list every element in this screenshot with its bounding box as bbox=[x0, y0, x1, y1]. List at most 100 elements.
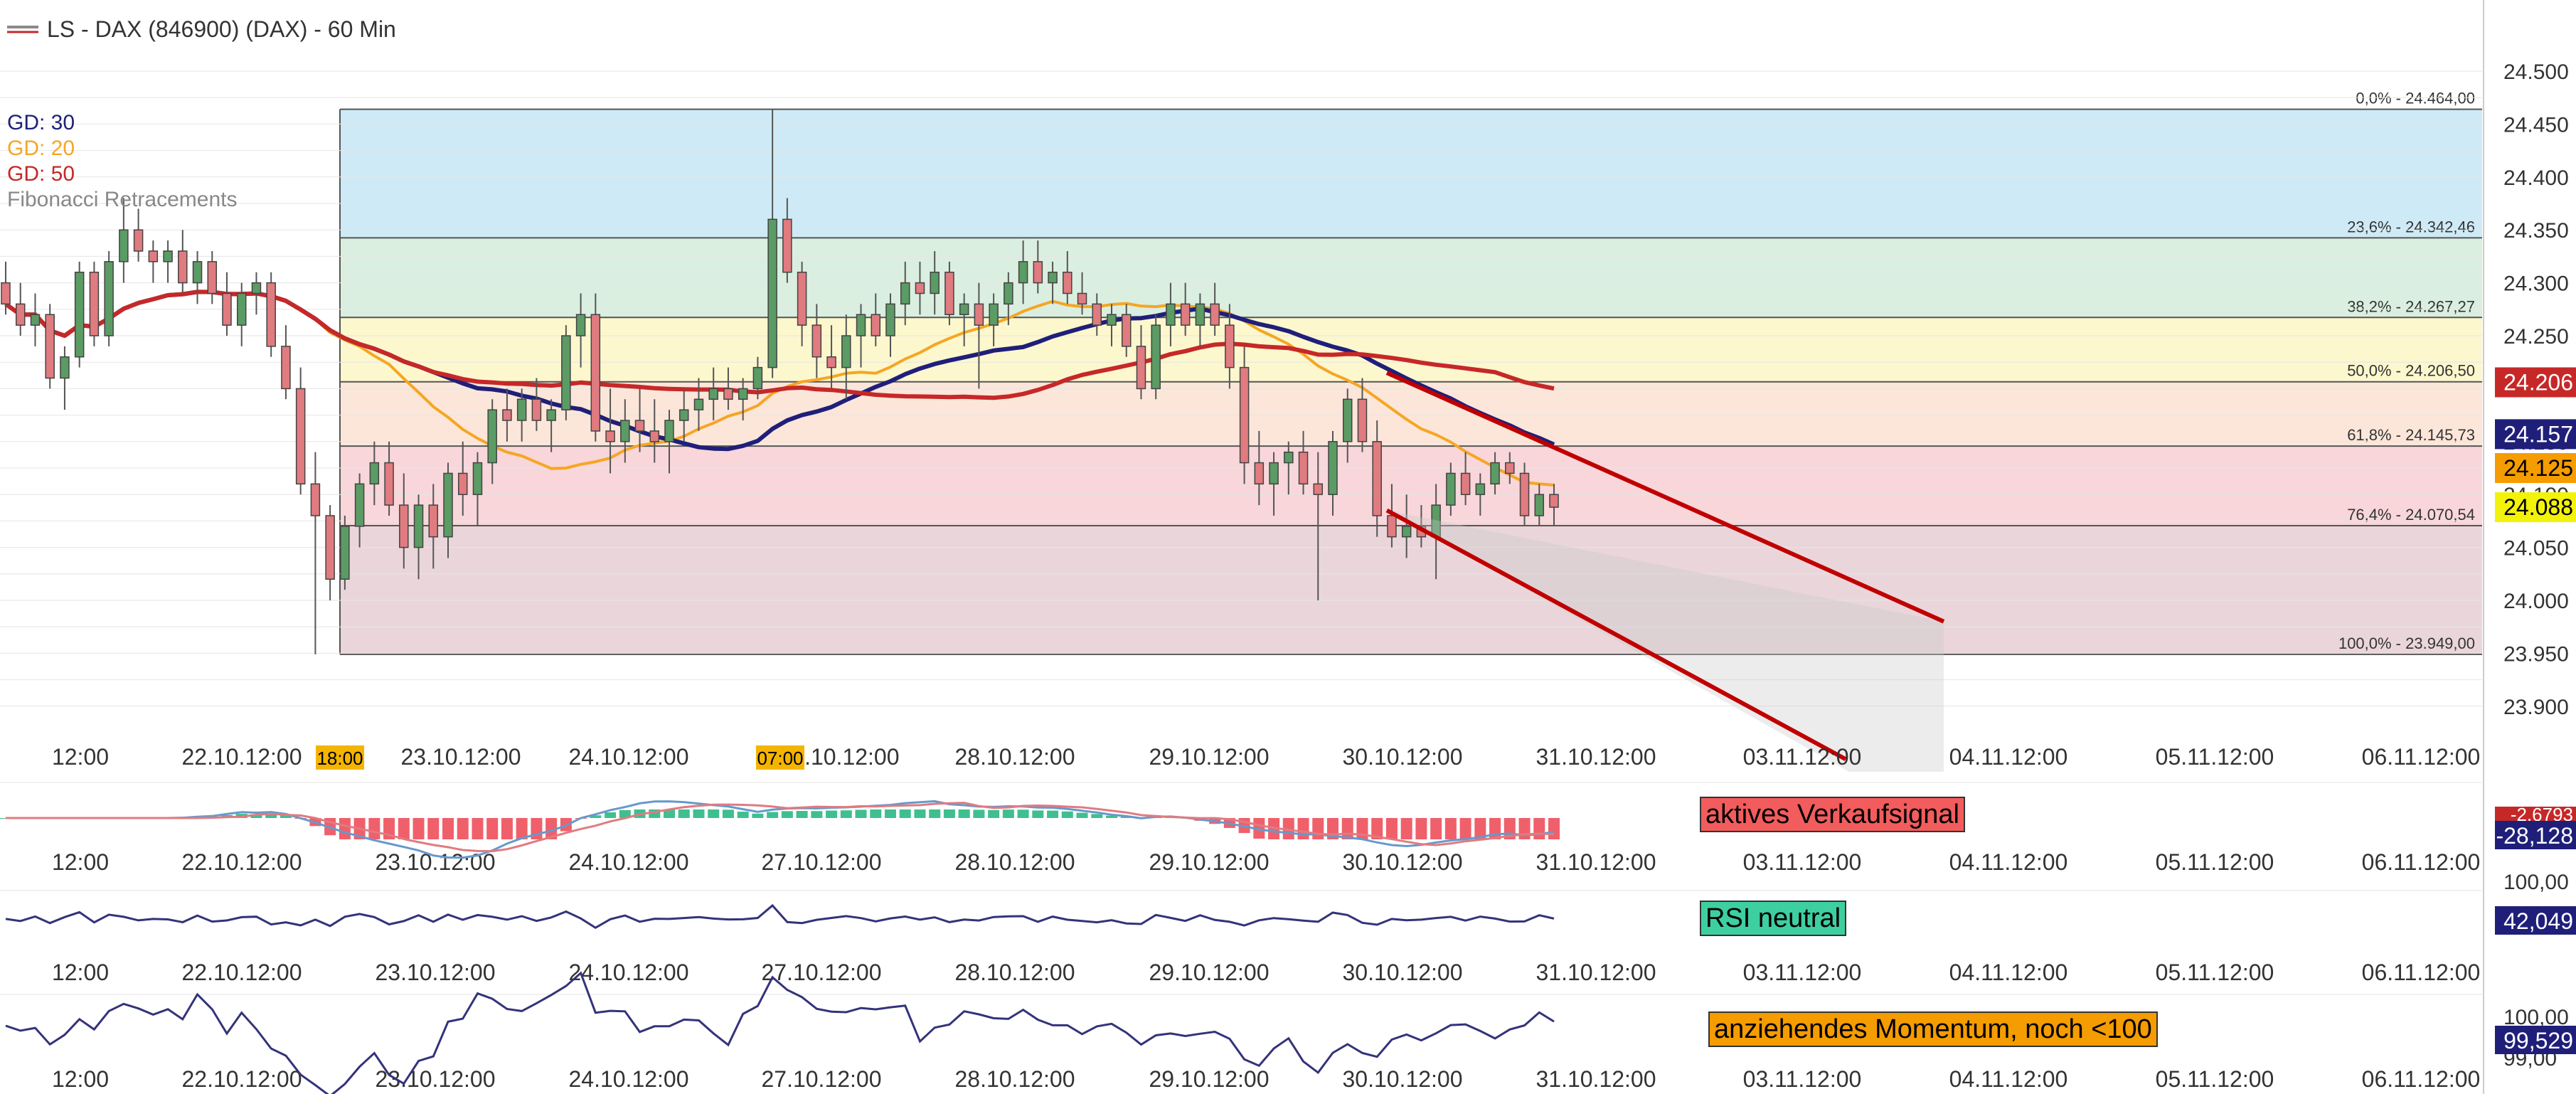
candle bbox=[605, 388, 615, 474]
macd-hist-bar bbox=[1430, 818, 1442, 839]
momentum-y-tick-label-0: 100,00 bbox=[2503, 1006, 2569, 1029]
candle bbox=[590, 293, 601, 442]
candle bbox=[885, 293, 895, 357]
candle bbox=[1372, 420, 1382, 537]
candle bbox=[45, 304, 55, 389]
candle-body bbox=[487, 409, 497, 464]
x-tick-label-x4-10: 04.11.12:00 bbox=[1949, 1066, 2068, 1092]
candle-body bbox=[502, 409, 512, 421]
candle bbox=[457, 441, 468, 516]
candle-body bbox=[1254, 462, 1265, 485]
candle bbox=[1269, 452, 1279, 516]
time-marker-label-0: 18:00 bbox=[316, 748, 363, 769]
fib-zone-1 bbox=[340, 238, 2482, 318]
candle-body bbox=[1519, 472, 1530, 516]
candle bbox=[693, 378, 704, 431]
candle-body bbox=[222, 292, 232, 326]
x-tick-label-x4-1: 22.10.12:00 bbox=[181, 1066, 302, 1092]
candle bbox=[236, 282, 247, 346]
price-badge-1 bbox=[2495, 419, 2576, 450]
candle-body bbox=[516, 398, 527, 421]
candle bbox=[708, 367, 718, 421]
candle-body bbox=[678, 409, 689, 421]
macd-value-badge-label: -28,128 bbox=[2496, 823, 2573, 849]
candle bbox=[989, 293, 999, 346]
rsi-signal-label: RSI neutral bbox=[1700, 901, 1847, 936]
candle-body bbox=[74, 271, 85, 358]
macd-hist-bar bbox=[958, 809, 970, 818]
channel-upper-line bbox=[1385, 371, 1945, 624]
candle bbox=[1328, 430, 1338, 516]
macd-hist-bar bbox=[1002, 809, 1014, 818]
fib-zone-2 bbox=[340, 317, 2482, 382]
candle-body bbox=[15, 303, 26, 326]
candle bbox=[1446, 462, 1456, 516]
candle bbox=[443, 462, 453, 558]
candle bbox=[752, 356, 763, 400]
legend-gd20: GD: 20 bbox=[7, 137, 75, 160]
candle-body bbox=[340, 526, 350, 580]
macd-hist-bar bbox=[811, 811, 823, 818]
x-tick-label-x-7: 30.10.12:00 bbox=[1342, 744, 1462, 770]
candle-body bbox=[325, 515, 335, 580]
x-tick-label-x3-1: 22.10.12:00 bbox=[181, 960, 302, 985]
candle bbox=[502, 388, 512, 442]
fib-level-label-0: 0,0% - 24.464,00 bbox=[2356, 90, 2475, 107]
price-badge-label-2: 24.125 bbox=[2503, 455, 2573, 481]
candle-body bbox=[944, 271, 954, 315]
x-tick-label-x3-12: 06.11.12:00 bbox=[2362, 960, 2481, 985]
candle-body bbox=[782, 218, 792, 273]
x-tick-label-x-11: 05.11.12:00 bbox=[2156, 744, 2274, 770]
candle-body bbox=[119, 229, 129, 262]
macd-hist-bar bbox=[501, 818, 513, 839]
candle-body bbox=[605, 430, 615, 442]
y-tick-label-20: 24.400 bbox=[2503, 166, 2569, 190]
price-badge-2 bbox=[2495, 453, 2576, 483]
candle-body bbox=[811, 324, 822, 358]
candle bbox=[1121, 304, 1132, 357]
macd-hist-bar bbox=[796, 811, 808, 818]
candle-body bbox=[649, 430, 660, 442]
candle-body bbox=[900, 282, 910, 305]
candle bbox=[60, 346, 70, 410]
candle-body bbox=[546, 409, 556, 421]
candle bbox=[369, 441, 380, 506]
x-tick-label-x-3: 24.10.12:00 bbox=[568, 744, 688, 770]
rsi-value-badge bbox=[2495, 906, 2576, 935]
candle-body bbox=[1298, 451, 1309, 485]
x-tick-label-x2-2: 23.10.12:00 bbox=[375, 849, 495, 875]
chart-header: LS - DAX (846900) (DAX) - 60 Min bbox=[7, 16, 396, 42]
candle bbox=[723, 367, 733, 410]
candle bbox=[266, 272, 276, 357]
candle-body bbox=[1048, 271, 1058, 284]
y-tick-label-14: 24.250 bbox=[2503, 325, 2569, 349]
x-tick-label-x-2: 23.10.12:00 bbox=[400, 744, 521, 770]
x-tick-label-x3-10: 04.11.12:00 bbox=[1949, 960, 2068, 985]
time-marker-1 bbox=[756, 745, 804, 770]
candle-body bbox=[974, 303, 984, 326]
candle bbox=[561, 325, 571, 421]
macd-hist-bar bbox=[1415, 818, 1427, 839]
candle bbox=[384, 441, 394, 516]
candle-body bbox=[752, 366, 763, 390]
candle-body bbox=[1225, 324, 1235, 368]
macd-hist-bar bbox=[737, 812, 749, 818]
candle bbox=[1107, 304, 1117, 346]
macd-hist-bar bbox=[1047, 810, 1059, 818]
candle-body bbox=[634, 420, 645, 432]
macd-panel: 50,00-2,6793-28,128 bbox=[0, 782, 2576, 859]
candle-body bbox=[989, 303, 999, 326]
candle bbox=[1077, 272, 1087, 315]
macd-hist-bar bbox=[752, 813, 764, 818]
candle bbox=[620, 399, 630, 463]
trend-channel bbox=[1385, 371, 1945, 772]
candle-body bbox=[1136, 346, 1146, 390]
candle bbox=[649, 399, 660, 463]
candle-body bbox=[693, 398, 704, 410]
candle-body bbox=[1166, 303, 1176, 326]
candle-body bbox=[1210, 303, 1220, 326]
x-tick-label-x3-6: 29.10.12:00 bbox=[1149, 960, 1269, 985]
price-badge-3 bbox=[2495, 492, 2576, 523]
candle-body bbox=[885, 303, 895, 336]
candle bbox=[1490, 452, 1500, 495]
